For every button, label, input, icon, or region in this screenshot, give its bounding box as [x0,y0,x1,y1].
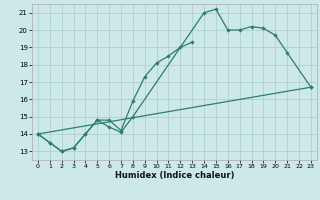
X-axis label: Humidex (Indice chaleur): Humidex (Indice chaleur) [115,171,234,180]
